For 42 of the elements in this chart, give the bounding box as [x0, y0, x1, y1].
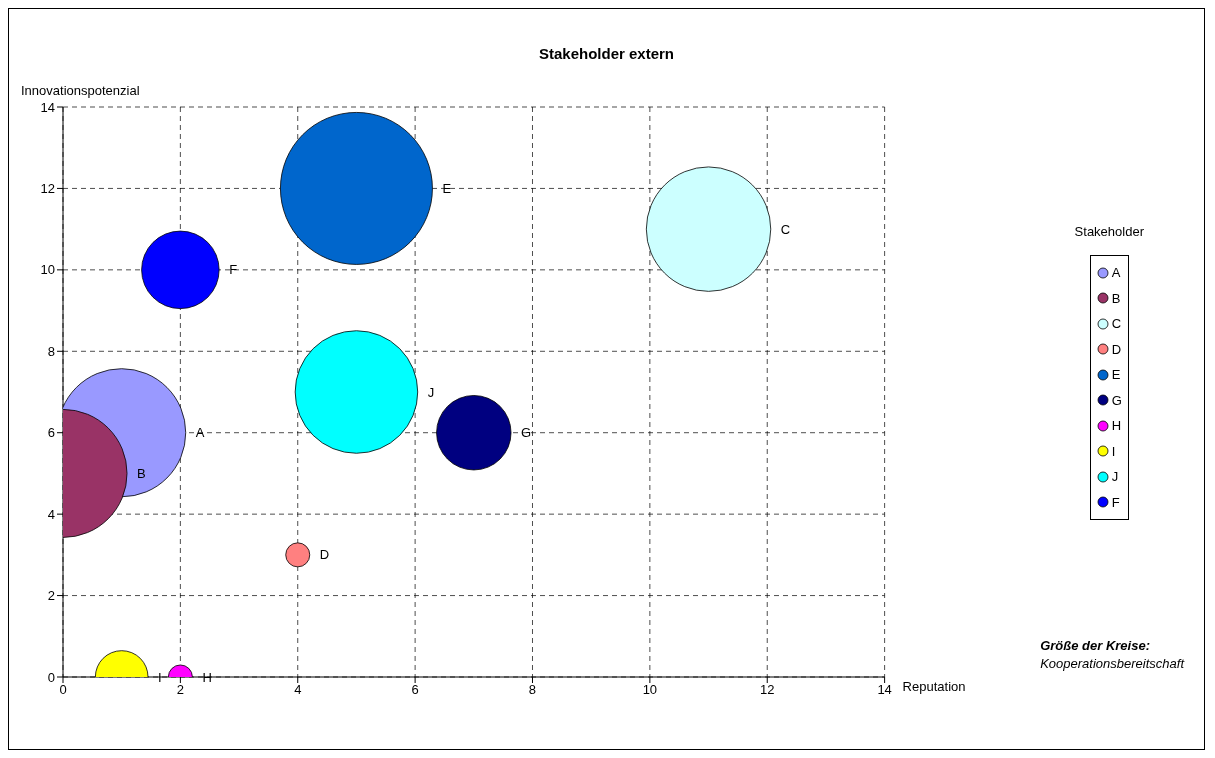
x-tick-label: 4 — [294, 682, 302, 698]
y-tick-label: 6 — [47, 425, 55, 441]
legend-title: Stakeholder — [1074, 224, 1144, 239]
y-tick-label: 14 — [40, 99, 55, 115]
y-tick-label: 12 — [40, 181, 55, 197]
legend-label: I — [1111, 443, 1116, 459]
text: Kooperationsbereitschaft — [1040, 655, 1184, 673]
legend-label: G — [1111, 392, 1122, 408]
text: A — [195, 425, 205, 441]
x-tick-label: 6 — [411, 682, 419, 698]
x-tick-label: 8 — [528, 682, 537, 698]
text: H — [202, 669, 212, 685]
legend-label: F — [1111, 494, 1120, 510]
x-tick-label: 12 — [760, 682, 775, 698]
legend-label: E — [1111, 367, 1121, 383]
legend-label: D — [1111, 341, 1122, 357]
text: G — [521, 425, 532, 441]
x-tick-label: 14 — [877, 682, 892, 698]
legend-label: A — [1111, 265, 1121, 281]
legend-label: C — [1111, 316, 1122, 332]
text: Größe der Kreise: — [1040, 637, 1151, 655]
text: I — [158, 669, 162, 685]
y-tick-label: 8 — [47, 343, 55, 359]
legend-label: H — [1111, 418, 1122, 434]
text: B — [137, 465, 146, 481]
text: E — [442, 180, 452, 196]
text: C — [780, 221, 791, 237]
legend-label: B — [1111, 290, 1121, 306]
x-axis-title: Reputation — [902, 679, 966, 694]
y-tick-label: 10 — [40, 262, 55, 278]
y-axis-title: Innovationspotenzial — [21, 83, 140, 98]
legend-label: J — [1111, 469, 1119, 485]
text: D — [319, 547, 330, 563]
text: F — [229, 262, 238, 278]
y-tick-label: 4 — [47, 506, 55, 522]
y-tick-label: 2 — [47, 588, 55, 604]
x-tick-label: 10 — [642, 682, 658, 698]
chart-title: Stakeholder extern — [537, 45, 676, 62]
y-tick-label: 0 — [47, 669, 55, 685]
x-tick-label: 0 — [59, 682, 67, 698]
text: J — [427, 384, 435, 400]
x-tick-label: 2 — [176, 682, 184, 698]
